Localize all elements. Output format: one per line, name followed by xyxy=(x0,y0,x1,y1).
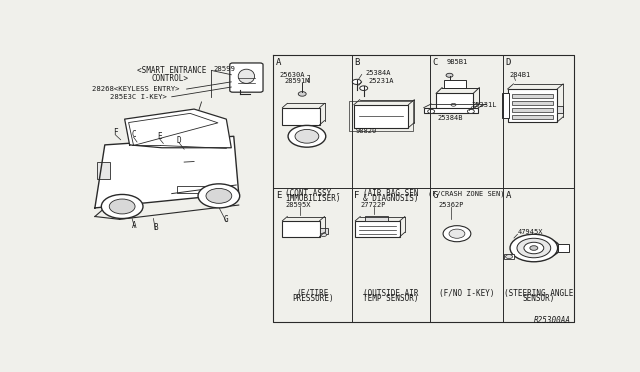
Bar xyxy=(557,244,568,252)
Text: & DIAGNOSIS): & DIAGNOSIS) xyxy=(364,194,419,203)
Text: 47945X: 47945X xyxy=(518,229,543,235)
Bar xyxy=(349,101,413,131)
Text: (F/TIRE: (F/TIRE xyxy=(296,289,329,298)
Circle shape xyxy=(109,199,135,214)
Circle shape xyxy=(467,109,474,113)
Bar xyxy=(511,94,553,99)
FancyBboxPatch shape xyxy=(230,63,263,92)
Text: 28591M: 28591M xyxy=(284,78,310,84)
Polygon shape xyxy=(125,109,231,148)
Text: R25300AA: R25300AA xyxy=(534,316,571,326)
Bar xyxy=(355,221,400,237)
Text: IMMOBILISER): IMMOBILISER) xyxy=(285,194,340,203)
Text: PRESSURE): PRESSURE) xyxy=(292,295,333,304)
Text: F: F xyxy=(113,128,118,137)
Circle shape xyxy=(510,234,557,262)
Circle shape xyxy=(101,195,143,218)
Text: SENSOR): SENSOR) xyxy=(522,295,554,304)
Circle shape xyxy=(428,109,435,113)
Text: (F/CRASH ZONE SEN): (F/CRASH ZONE SEN) xyxy=(428,190,505,197)
Circle shape xyxy=(443,226,471,242)
Text: (STEERING ANGLE: (STEERING ANGLE xyxy=(504,289,573,298)
Text: A: A xyxy=(132,221,137,230)
Text: 28599: 28599 xyxy=(214,66,236,72)
Bar xyxy=(557,106,563,113)
Bar xyxy=(282,108,319,125)
Bar xyxy=(282,221,319,237)
Text: A: A xyxy=(506,191,511,200)
Text: 25231A: 25231A xyxy=(369,78,394,84)
Text: 285E3C I-KEY>: 285E3C I-KEY> xyxy=(110,94,166,100)
Polygon shape xyxy=(95,136,239,208)
Bar xyxy=(319,228,328,234)
Text: (F/NO I-KEY): (F/NO I-KEY) xyxy=(439,289,494,298)
Text: G: G xyxy=(433,191,438,200)
Circle shape xyxy=(295,129,319,143)
Text: 25231L: 25231L xyxy=(472,102,497,108)
Bar xyxy=(504,254,514,260)
Bar xyxy=(511,108,553,112)
Circle shape xyxy=(206,189,232,203)
Text: 28268<KEYLESS ENTRY>: 28268<KEYLESS ENTRY> xyxy=(92,86,180,92)
Text: 25384B: 25384B xyxy=(437,115,463,121)
Circle shape xyxy=(451,103,456,106)
Circle shape xyxy=(298,92,306,96)
Circle shape xyxy=(517,238,550,258)
Bar xyxy=(365,216,388,221)
Text: 25384A: 25384A xyxy=(365,70,390,76)
Text: 284B1: 284B1 xyxy=(509,72,531,78)
Circle shape xyxy=(321,233,326,237)
Circle shape xyxy=(446,73,453,77)
Bar xyxy=(177,186,204,193)
Bar xyxy=(424,108,478,113)
Circle shape xyxy=(288,125,326,147)
Text: C: C xyxy=(433,58,438,67)
Text: A: A xyxy=(276,58,282,67)
Text: (OUTSIDE AIR: (OUTSIDE AIR xyxy=(364,289,419,298)
Bar xyxy=(502,93,509,118)
Text: 98820: 98820 xyxy=(355,128,376,134)
Bar xyxy=(511,115,553,119)
Text: C: C xyxy=(131,130,136,140)
Text: D: D xyxy=(506,58,511,67)
Circle shape xyxy=(530,246,538,250)
Text: (CONT ASSY -: (CONT ASSY - xyxy=(285,189,340,198)
Text: B: B xyxy=(153,223,157,232)
Circle shape xyxy=(524,242,544,254)
Text: B: B xyxy=(355,58,360,67)
Text: <SMART ENTRANCE: <SMART ENTRANCE xyxy=(137,66,207,75)
Text: (AIR BAG SEN: (AIR BAG SEN xyxy=(364,189,419,198)
Circle shape xyxy=(506,254,513,259)
Circle shape xyxy=(449,229,465,238)
Text: E: E xyxy=(157,132,162,141)
Text: 25362P: 25362P xyxy=(438,202,463,208)
Text: CONTROL>: CONTROL> xyxy=(152,74,189,83)
Bar xyxy=(436,93,474,109)
Circle shape xyxy=(360,86,368,90)
Circle shape xyxy=(198,184,240,208)
Text: G: G xyxy=(224,215,228,224)
Bar xyxy=(508,89,557,122)
Bar xyxy=(444,80,466,87)
Ellipse shape xyxy=(513,237,560,259)
Bar xyxy=(354,105,408,128)
Text: 27722P: 27722P xyxy=(360,202,386,208)
Text: TEMP SENSOR): TEMP SENSOR) xyxy=(364,295,419,304)
Bar xyxy=(511,101,553,105)
Text: 28595X: 28595X xyxy=(286,202,311,208)
Text: E: E xyxy=(276,191,282,200)
Text: 25630A: 25630A xyxy=(280,72,305,78)
Circle shape xyxy=(352,79,361,84)
Ellipse shape xyxy=(238,69,255,83)
Text: F: F xyxy=(355,191,360,200)
Text: 9B5B1: 9B5B1 xyxy=(447,59,468,65)
Text: D: D xyxy=(177,136,182,145)
Bar xyxy=(97,162,110,179)
